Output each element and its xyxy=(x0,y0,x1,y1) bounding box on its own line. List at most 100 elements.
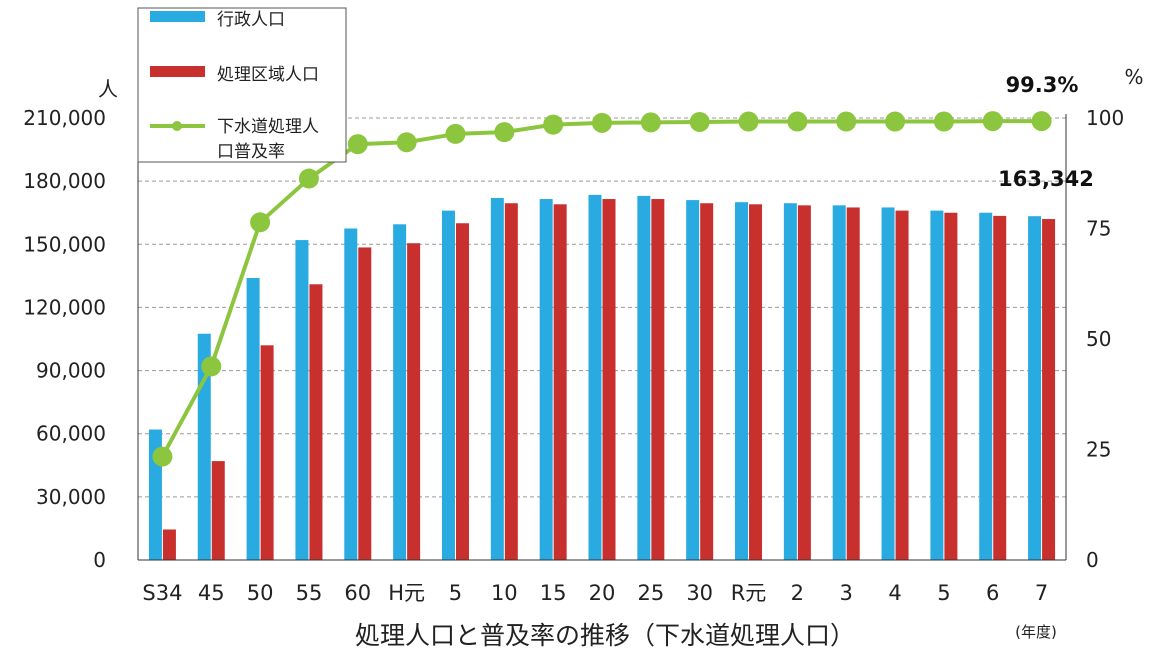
legend-swatch-admin-population xyxy=(150,11,205,22)
rate-point xyxy=(152,446,173,467)
bar-treated-population xyxy=(211,461,225,560)
axes: 0 30,000 60,000 90,000 120,000 150,000 180,000… xyxy=(23,106,1124,605)
rate-line xyxy=(152,111,1052,467)
bar-admin-population xyxy=(393,224,407,561)
rate-point xyxy=(543,114,564,135)
y-tick-label: 60,000 xyxy=(36,422,106,446)
rate-line-path xyxy=(160,119,1042,458)
rate-point xyxy=(885,111,906,132)
x-tick-label: 6 xyxy=(986,581,999,605)
y-tick-label: 120,000 xyxy=(23,295,106,319)
x-tick-label: H元 xyxy=(388,581,425,605)
bar-admin-population xyxy=(637,195,651,560)
bar-admin-population xyxy=(490,197,504,560)
bar-treated-population xyxy=(749,204,763,561)
bar-admin-population xyxy=(735,202,749,560)
y2-tick-label: 100 xyxy=(1086,106,1124,130)
legend-swatch-rate-marker xyxy=(172,121,182,131)
rate-callout: 99.3% xyxy=(1006,73,1079,97)
bars xyxy=(148,194,1056,561)
legend-label-rate-line1: 下水道処理人 xyxy=(217,117,319,137)
bar-admin-population xyxy=(930,210,944,560)
bar-treated-population xyxy=(553,204,567,561)
legend-swatch-treated-population xyxy=(150,66,205,77)
y2-tick-label: 50 xyxy=(1086,327,1111,351)
x-tick-label: 50 xyxy=(247,581,274,605)
bar-admin-population xyxy=(246,277,260,560)
bar-treated-population xyxy=(602,199,616,561)
y2-tick-label: 0 xyxy=(1086,548,1099,572)
rate-point xyxy=(250,212,271,233)
bar-admin-population xyxy=(832,205,846,560)
bar-admin-population xyxy=(588,194,602,561)
legend-label-treated-population: 処理区域人口 xyxy=(217,65,319,85)
grid-lines xyxy=(138,117,1066,498)
y-tick-label: 180,000 xyxy=(23,169,106,193)
y2-tick-label: 25 xyxy=(1086,438,1111,462)
rate-point xyxy=(445,123,466,144)
bar-treated-population xyxy=(455,223,469,560)
rate-point xyxy=(787,111,808,132)
bar-treated-population xyxy=(797,205,811,560)
x-axis-unit: (年度) xyxy=(1015,623,1057,641)
x-tick-label: 60 xyxy=(344,581,371,605)
x-tick-label: 5 xyxy=(937,581,950,605)
x-tick-label: 4 xyxy=(888,581,901,605)
bar-treated-population xyxy=(993,215,1007,560)
bar-admin-population xyxy=(1028,216,1042,560)
x-tick-label: 30 xyxy=(686,581,713,605)
bar-admin-population xyxy=(539,199,553,561)
bar-treated-population xyxy=(700,203,714,560)
rate-point xyxy=(201,356,222,377)
y-tick-label: 30,000 xyxy=(36,485,106,509)
x-tick-label: 10 xyxy=(491,581,518,605)
chart-title: 処理人口と普及率の推移（下水道処理人口） xyxy=(355,621,855,650)
rate-point xyxy=(1031,111,1052,132)
x-tick-label: 55 xyxy=(296,581,323,605)
bar-treated-population xyxy=(260,345,274,560)
bar-admin-population xyxy=(686,200,700,561)
x-tick-label: S34 xyxy=(142,581,182,605)
bar-admin-population xyxy=(344,228,358,560)
bar-treated-population xyxy=(1042,219,1056,560)
x-tick-label: 25 xyxy=(637,581,664,605)
rate-point xyxy=(933,111,954,132)
x-tick-label: R元 xyxy=(731,581,767,605)
x-tick-label: 15 xyxy=(540,581,567,605)
bar-treated-population xyxy=(846,207,860,560)
rate-point xyxy=(982,111,1003,132)
bar-treated-population xyxy=(162,529,176,560)
legend-label-admin-population: 行政人口 xyxy=(217,10,285,30)
bar-treated-population xyxy=(651,199,665,561)
y-tick-label: 90,000 xyxy=(36,359,106,383)
rate-point xyxy=(347,134,368,155)
bar-treated-population xyxy=(407,243,421,560)
bar-treated-population xyxy=(895,210,909,560)
bar-treated-population xyxy=(944,212,958,560)
rate-point xyxy=(396,132,417,153)
legend-box xyxy=(137,7,347,163)
y-tick-label: 150,000 xyxy=(23,232,106,256)
bar-treated-population xyxy=(358,247,372,560)
legend: 行政人口 処理区域人口 下水道処理人 口普及率 xyxy=(137,7,347,163)
rate-point xyxy=(592,112,612,133)
rate-point xyxy=(640,112,661,133)
bar-admin-population xyxy=(295,240,309,561)
y2-axis-unit: % xyxy=(1124,65,1143,89)
y2-tick-label: 75 xyxy=(1086,217,1111,241)
rate-point xyxy=(738,111,759,132)
y-tick-label: 210,000 xyxy=(23,106,106,130)
bar-admin-population xyxy=(441,210,455,560)
rate-point xyxy=(836,111,857,132)
x-tick-label: 7 xyxy=(1035,581,1048,605)
y-tick-label: 0 xyxy=(93,548,106,572)
bar-admin-population xyxy=(881,207,895,560)
rate-point xyxy=(689,111,710,132)
x-tick-label: 45 xyxy=(198,581,225,605)
x-tick-label: 20 xyxy=(589,581,616,605)
bar-admin-population xyxy=(979,212,993,560)
bar-admin-population xyxy=(783,203,797,560)
x-tick-label: 5 xyxy=(449,581,462,605)
rate-point xyxy=(494,122,515,143)
